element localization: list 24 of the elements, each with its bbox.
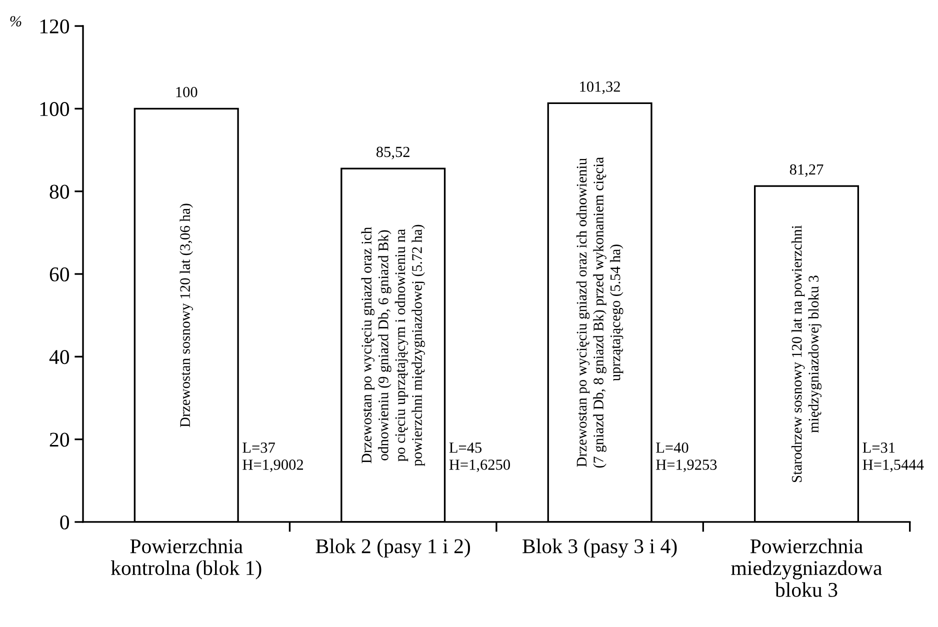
- y-tick-label: 60: [50, 267, 70, 282]
- annotation: Drzewostan po wycięciu gniazd oraz ich odnowieniu (7 gniazd Db, 8 gniazd Bk) przed wykonaniem cięcia uprzątającego (5.54 ha): [576, 157, 624, 468]
- y-tick-label: 20: [50, 432, 70, 447]
- x-tick-label: Powierzchnia miedzygniazdowa bloku 3: [731, 538, 882, 597]
- annotation: L=31 H=1,5444: [862, 442, 924, 472]
- annotation: L=40 H=1,9253: [656, 442, 717, 472]
- x-tick-label: Blok 2 (pasy 1 i 2): [316, 538, 470, 558]
- annotation: Drzewostan sosnowy 120 lat (3,06 ha): [180, 204, 193, 428]
- data-label: 101,32: [580, 81, 620, 94]
- data-label: 81,27: [790, 164, 824, 177]
- annotation: L=45 H=1,6250: [449, 442, 510, 472]
- y-axis-title: %: [10, 16, 22, 26]
- x-tick-label: Blok 3 (pasy 3 i 4): [522, 538, 677, 558]
- data-label: 85,52: [376, 146, 410, 160]
- y-tick-label: 100: [40, 102, 70, 116]
- y-tick-label: 40: [49, 350, 70, 364]
- annotation: L=37 H=1,9002: [242, 442, 303, 472]
- y-tick-label: 80: [50, 184, 70, 199]
- y-tick-label: 120: [40, 19, 70, 34]
- annotation: Drzewostan po wycięciu gniazd oraz ich odnowieniu (9 gniazd Db, 6 gniazd Bk) po cięciu uprzątającym i odnowieniu na powierzchni międzygniazdowej (5.72 ha): [361, 224, 425, 466]
- data-label: 100: [176, 86, 198, 98]
- x-tick-label: Powierzchnia kontrolna (blok 1): [110, 538, 262, 580]
- annotation: Starodrzew sosnowy 120 lat na powierzchni międzygniazdowej bloku 3: [791, 225, 822, 482]
- y-tick-label: 0: [60, 515, 70, 530]
